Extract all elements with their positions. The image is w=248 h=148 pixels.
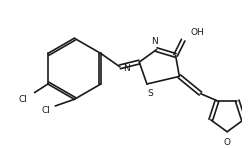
Text: S: S xyxy=(148,89,154,98)
Text: Cl: Cl xyxy=(19,95,28,104)
Text: O: O xyxy=(224,138,231,147)
Text: N: N xyxy=(123,64,129,73)
Text: N: N xyxy=(151,37,158,46)
Text: Cl: Cl xyxy=(41,106,50,115)
Text: OH: OH xyxy=(191,28,205,37)
